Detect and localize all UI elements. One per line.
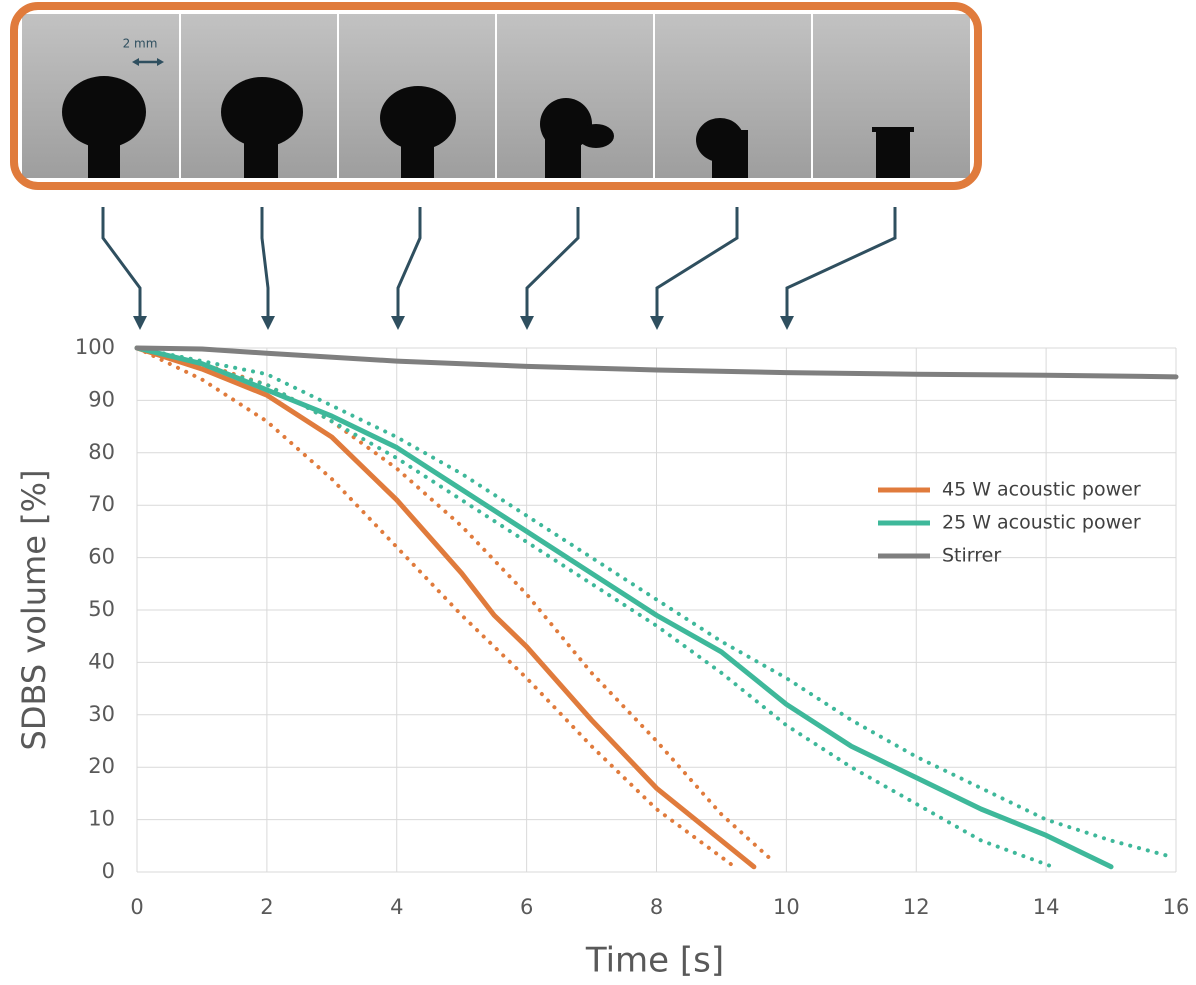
x-tick-label: 14 <box>1033 895 1060 919</box>
legend-label: Stirrer <box>942 545 1001 567</box>
legend-label: 25 W acoustic power <box>942 512 1141 534</box>
x-tick-label: 0 <box>130 895 143 919</box>
y-tick-label: 100 <box>75 335 115 359</box>
samples <box>62 76 914 178</box>
panel-dividers <box>179 14 813 178</box>
arrows <box>101 207 897 322</box>
scale-bar <box>132 58 164 66</box>
arrow-heads <box>133 316 794 330</box>
y-tick-label: 0 <box>102 859 115 883</box>
bound-line <box>135 346 737 869</box>
legend-label: 45 W acoustic power <box>942 479 1141 501</box>
y-tick-label: 30 <box>88 702 115 726</box>
scale-label: 2 mm <box>123 37 158 51</box>
x-tick-label: 16 <box>1163 895 1190 919</box>
series-line <box>134 345 1179 380</box>
y-tick-label: 10 <box>88 807 115 831</box>
y-tick-label: 50 <box>88 597 115 621</box>
y-tick-label: 60 <box>88 545 115 569</box>
x-tick-label: 12 <box>903 895 930 919</box>
image-frame <box>10 2 982 190</box>
x-tick-label: 6 <box>520 895 533 919</box>
y-tick-label: 70 <box>88 492 115 516</box>
y-axis-title: SDBS volume [%] <box>15 470 53 751</box>
plot: 0 10 20 30 40 50 60 70 80 90 100 0 2 4 6 8 10 12 14 16 45 W … <box>75 335 1189 919</box>
y-tick-label: 40 <box>88 649 115 673</box>
x-axis-title: Time [s] <box>585 941 724 981</box>
x-tick-label: 2 <box>260 895 273 919</box>
series-line <box>134 345 1114 870</box>
bound-line <box>135 346 1055 869</box>
x-tick-label: 4 <box>390 895 403 919</box>
y-tick-label: 20 <box>88 754 115 778</box>
image-strip: 2 mm <box>10 2 982 190</box>
bound-line <box>135 346 776 864</box>
y-tick-label: 80 <box>88 440 115 464</box>
x-tick-label: 8 <box>650 895 663 919</box>
series-line <box>134 345 757 870</box>
x-tick-label: 10 <box>773 895 800 919</box>
bound-line <box>135 346 1172 859</box>
y-tick-label: 90 <box>88 387 115 411</box>
